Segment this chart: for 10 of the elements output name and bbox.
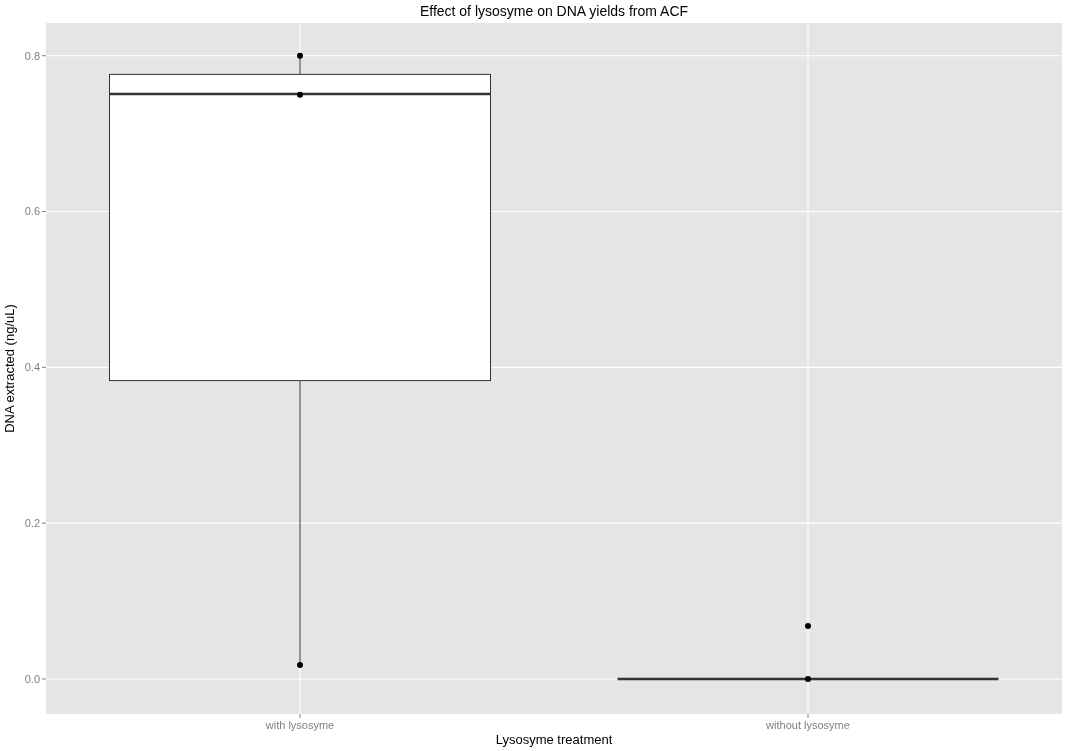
- x-tick-label: without lysosyme: [765, 719, 850, 731]
- x-tick-label: with lysosyme: [264, 719, 335, 731]
- y-axis-title: DNA extracted (ng/uL): [2, 304, 17, 433]
- x-axis-title: Lysosyme treatment: [495, 732, 613, 747]
- y-tick-label: 0.6: [24, 205, 40, 218]
- chart-title: Effect of lysosyme on DNA yields from ACF: [419, 3, 689, 19]
- y-tick-label: 0.0: [24, 672, 40, 685]
- y-tick-label: 0.2: [24, 516, 40, 529]
- y-tick-label: 0.4: [24, 361, 40, 374]
- y-tick-label: 0.8: [24, 49, 40, 62]
